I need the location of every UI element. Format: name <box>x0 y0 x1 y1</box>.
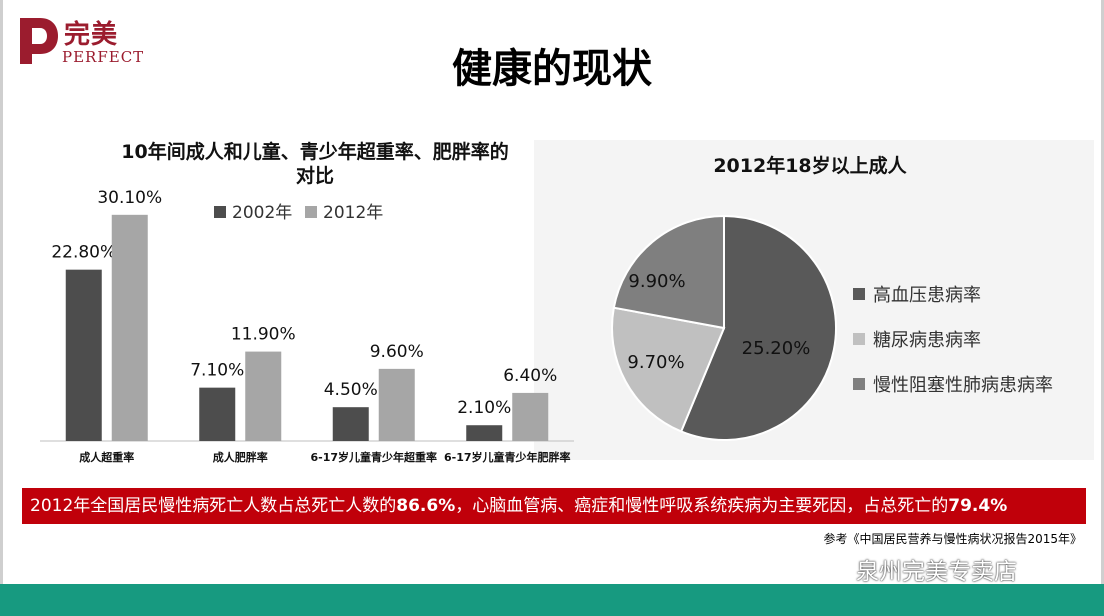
bar-2012 <box>512 392 549 441</box>
banner-text-1: 2012年全国居民慢性病死亡人数占总死亡人数的 <box>30 496 397 516</box>
logo-chinese-text: 完美 <box>64 20 119 50</box>
bar-category-label: 成人肥胖率 <box>213 450 268 464</box>
wechat-icon <box>826 562 851 582</box>
bar-data-label: 22.80% <box>51 243 116 263</box>
pie-legend-swatch <box>853 333 865 345</box>
watermark-text: 泉州完美专卖店 <box>856 559 1017 585</box>
footer-bar <box>0 584 1104 616</box>
perfect-logo-mark-icon <box>20 18 58 64</box>
slide-frame-left <box>0 0 3 588</box>
bar-chart-title-line1: 10年间成人和儿童、青少年超重率、肥胖率的 <box>121 141 509 163</box>
perfect-logo: 完美 PERFECT <box>16 14 143 70</box>
page-title: 健康的现状 <box>452 46 652 92</box>
bar-data-label: 9.60% <box>370 342 424 362</box>
pie-data-label: 25.20% <box>742 338 811 359</box>
bar-chart-title-line2: 对比 <box>295 165 334 187</box>
bar-2012 <box>378 368 415 441</box>
bar-2012 <box>245 351 282 441</box>
slide-frame-right <box>1101 0 1104 588</box>
bar-data-label: 11.90% <box>231 325 296 345</box>
bar-2002 <box>65 269 102 441</box>
banner-value-2: 79.4% <box>948 496 1008 516</box>
bar-2012 <box>111 214 148 441</box>
bar-chart-title: 10年间成人和儿童、青少年超重率、肥胖率的 对比 <box>40 140 590 188</box>
bar-data-label: 6.40% <box>503 366 557 386</box>
bar-2002 <box>332 407 369 441</box>
pie-chart-title: 2012年18岁以上成人 <box>713 155 907 177</box>
bar-data-label: 30.10% <box>97 188 162 208</box>
pie-data-label: 9.90% <box>628 271 685 292</box>
pie-slice <box>679 214 837 441</box>
bar-category-label: 成人超重率 <box>79 450 134 464</box>
pie-slice <box>612 214 725 330</box>
watermark: 泉州完美专卖店 <box>826 552 1017 586</box>
banner-text-2: ，心脑血管病、癌症和慢性呼吸系统疾病为主要死因，占总死亡的 <box>455 496 949 516</box>
pie-data-label: 9.70% <box>627 352 684 373</box>
bar-2002 <box>199 387 236 441</box>
logo-english-text: PERFECT <box>62 48 145 66</box>
banner-value-1: 86.6% <box>396 496 456 516</box>
bar-category-label: 6-17岁儿童青少年肥胖率 <box>444 450 571 464</box>
pie-legend-label: 慢性阻塞性肺病患病率 <box>873 375 1053 396</box>
legend-label-2012: 2012年 <box>323 203 383 223</box>
reference-note: 参考《中国居民营养与慢性病状况报告2015年》 <box>823 532 1082 546</box>
bar-2002 <box>466 425 503 441</box>
bar-data-label: 4.50% <box>324 380 378 400</box>
bar-data-label: 2.10% <box>457 398 511 418</box>
pie-legend-label: 糖尿病患病率 <box>873 330 981 351</box>
pie-legend-swatch <box>853 378 865 390</box>
pie-legend-swatch <box>853 288 865 300</box>
legend-label-2002: 2002年 <box>232 203 292 223</box>
legend-swatch-2002 <box>214 206 226 218</box>
bar-data-label: 7.10% <box>190 361 244 381</box>
legend-swatch-2012 <box>305 206 317 218</box>
bar-category-label: 6-17岁儿童青少年超重率 <box>310 450 437 464</box>
pie-legend-label: 高血压患病率 <box>873 285 981 306</box>
pie-slice <box>611 306 726 433</box>
summary-banner: 2012年全国居民慢性病死亡人数占总死亡人数的86.6%，心脑血管病、癌症和慢性… <box>22 488 1086 524</box>
